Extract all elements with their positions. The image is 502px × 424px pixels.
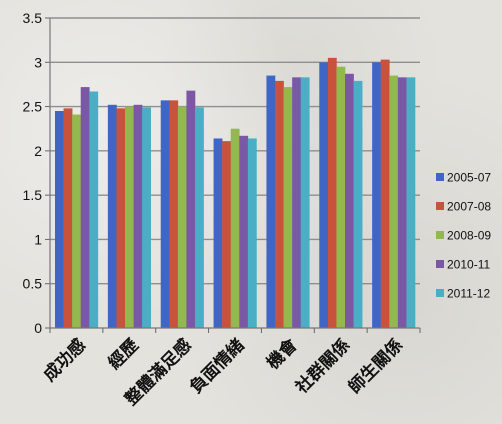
y-tick-label: 0.5 — [23, 276, 43, 292]
bar — [319, 62, 329, 329]
y-tick-label: 3 — [34, 54, 42, 70]
legend-label: 2008-09 — [447, 229, 491, 243]
bar — [389, 75, 399, 328]
x-tick-label: 師生關係 — [344, 335, 407, 398]
bar — [247, 138, 257, 328]
bar — [380, 59, 390, 328]
bar — [336, 66, 346, 328]
bar — [239, 135, 249, 328]
bar — [133, 104, 143, 328]
bar — [345, 73, 354, 328]
y-tick-label: 2.5 — [23, 99, 43, 115]
bar — [353, 80, 363, 328]
legend-swatch — [436, 173, 444, 181]
bar — [160, 100, 170, 328]
legend-label: 2005-07 — [447, 171, 491, 185]
bar — [195, 107, 204, 328]
bar — [406, 77, 416, 328]
y-axis-ticks: 0 0.5 1 1.5 2 2.5 3 3.5 — [23, 10, 43, 336]
bar — [283, 87, 293, 328]
bar — [222, 141, 232, 328]
bar — [266, 75, 276, 328]
y-tick-label: 1 — [34, 231, 42, 247]
bar — [372, 62, 382, 329]
x-tick-label: 機會 — [263, 334, 303, 374]
bar — [327, 57, 337, 328]
legend-label: 2010-11 — [447, 258, 490, 272]
x-tick-label: 負面情緒 — [186, 335, 249, 398]
bar — [125, 106, 134, 328]
y-tick-label: 2 — [34, 143, 42, 159]
x-tick-label: 社群關係 — [291, 335, 355, 399]
legend-swatch — [436, 260, 444, 268]
bar — [89, 91, 99, 328]
y-tick-label: 0 — [34, 320, 42, 336]
x-tick-label: 成功感 — [39, 335, 90, 386]
legend: 2005-07 2007-08 2008-09 2010-11 2011-12 — [436, 171, 491, 301]
legend-label: 2007-08 — [447, 200, 491, 214]
bar — [230, 128, 240, 328]
bar — [107, 104, 117, 328]
bar — [142, 107, 152, 328]
bar — [300, 77, 310, 328]
bar — [275, 80, 284, 328]
bar — [186, 90, 196, 328]
bar — [169, 100, 179, 328]
axes — [45, 17, 421, 333]
legend-swatch — [436, 289, 444, 297]
bar — [213, 138, 223, 328]
bar — [397, 77, 407, 328]
legend-swatch — [436, 231, 444, 239]
bar — [72, 114, 82, 329]
bar — [63, 108, 73, 328]
legend-swatch — [436, 202, 444, 210]
legend-label: 2011-12 — [447, 287, 490, 301]
bar — [55, 111, 64, 328]
y-tick-label: 1.5 — [23, 187, 43, 203]
bar — [292, 77, 302, 328]
bar — [177, 106, 187, 328]
y-tick-label: 3.5 — [23, 10, 43, 26]
bar — [116, 108, 126, 328]
bars — [55, 57, 416, 329]
bar — [80, 87, 90, 328]
x-tick-label: 經歷 — [104, 335, 143, 374]
